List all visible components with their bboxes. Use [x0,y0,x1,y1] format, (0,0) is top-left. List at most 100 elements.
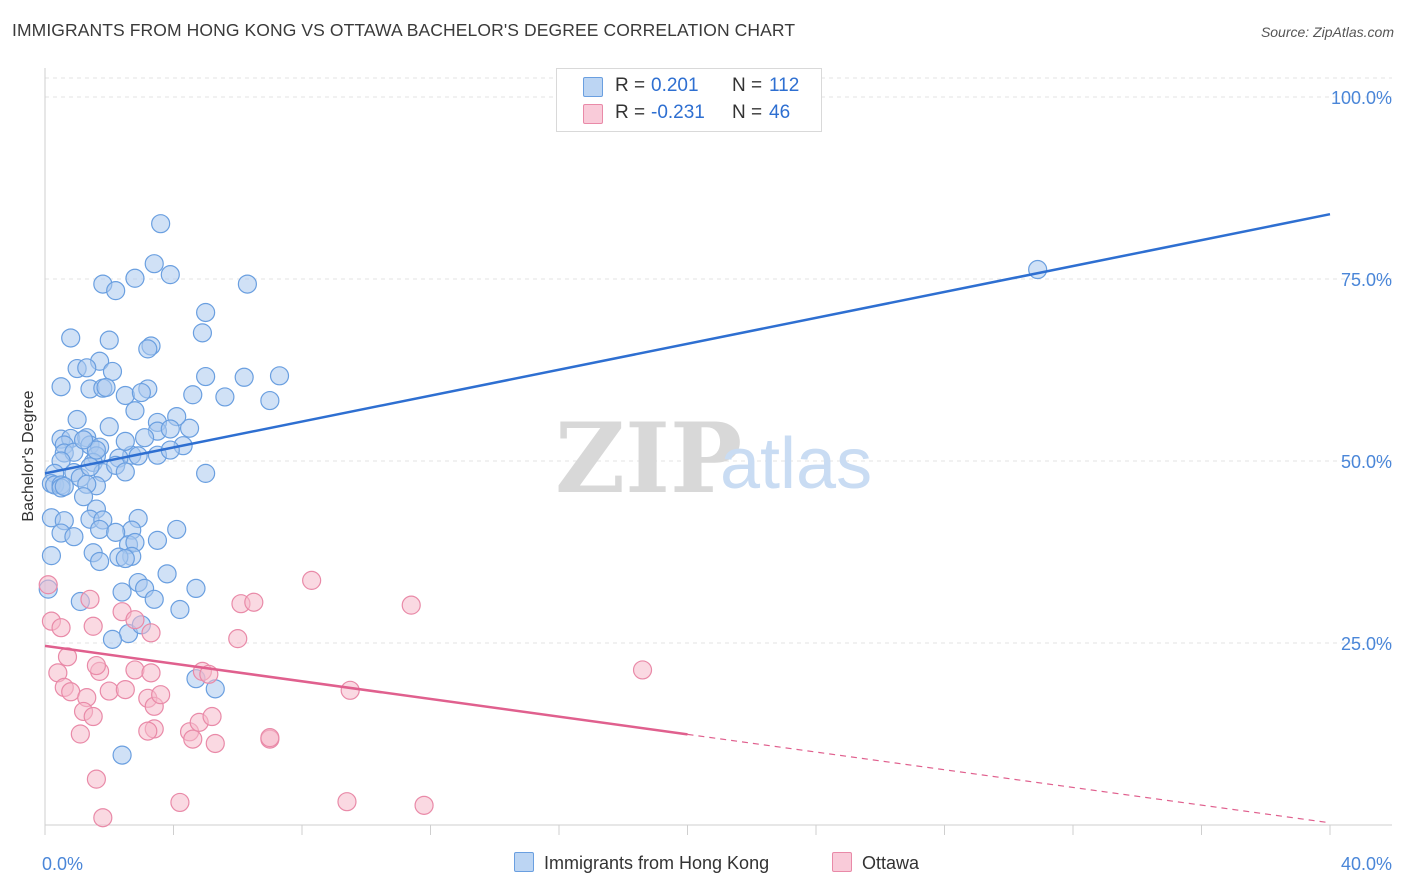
y-tick-label: 25.0% [1341,634,1392,654]
ottawa-point [141,623,161,643]
hong-kong-point [125,268,145,288]
ottawa-point [170,792,190,813]
legend-r-label: R = [615,75,646,96]
ottawa-point [80,589,100,609]
hong-kong-point [260,390,280,411]
stats-legend: R = 0.201 N = 112 R = -0.231 N = 46 [556,68,822,132]
hong-kong-point [102,361,123,382]
hong-kong-point [61,328,81,348]
ottawa-point [183,729,203,749]
ottawa-point [302,570,322,590]
legend-n-value: 112 [769,75,800,96]
bottom-legend-ottawa: Ottawa [832,852,919,874]
hong-kong-point [157,564,177,584]
ottawa-point [125,660,145,680]
hong-kong-point [167,519,187,540]
ottawa-point [260,728,280,748]
hong-kong-point [86,440,107,460]
hong-kong-point [73,487,94,507]
hong-kong-point [269,366,290,386]
trend-lines [44,212,1331,824]
ottawa-point [228,629,248,649]
hong-kong-point [112,745,132,765]
legend-n-label: N = [732,75,763,96]
hong-kong-point [106,522,126,542]
ottawa-point [51,618,71,638]
hong-kong-point [115,431,135,451]
ottawa-point [125,610,145,630]
ottawa-point [83,616,103,636]
grid-lines [45,77,1392,644]
ottawa-point [632,660,653,680]
series-hong-kong-points [38,214,1048,765]
hong-kong-point [90,519,110,540]
hong-kong-point [186,578,206,599]
hong-kong-point [90,551,110,572]
ottawa-point [340,680,360,700]
hong-kong-point [115,462,135,482]
source-label: Source: ZipAtlas.com [1260,24,1394,40]
ottawa-point [401,595,421,615]
hong-kong-trend-line [44,212,1331,475]
hong-kong-point [64,527,84,547]
ottawa-point [414,795,434,815]
hong-kong-point [112,582,132,602]
axes [44,68,1392,835]
y-tick-label: 75.0% [1341,270,1392,290]
ottawa-point [61,682,81,702]
ottawa-point [38,575,58,595]
legend-r-label: R = [615,102,646,123]
y-axis-label: Bachelor's Degree [20,390,37,521]
hong-kong-point [144,589,164,609]
x-tick-label-min: 0.0% [42,854,83,874]
hong-kong-point [237,274,257,294]
legend-swatch-pink [583,104,603,124]
chart-title: IMMIGRANTS FROM HONG KONG VS OTTAWA BACH… [12,20,796,40]
ottawa-point [337,792,357,812]
ottawa-point [202,706,222,727]
y-tick-label: 100.0% [1331,88,1392,108]
ottawa-trend-line [44,644,688,736]
x-tick-label-max: 40.0% [1341,854,1392,874]
hong-kong-point [41,546,62,566]
hong-kong-point [1028,259,1048,280]
hong-kong-point [115,548,135,569]
hong-kong-point [196,302,216,323]
hong-kong-point [138,339,158,359]
hong-kong-point [106,281,126,301]
hong-kong-point [170,599,190,620]
hong-kong-point [196,366,216,387]
legend-swatch-blue [583,77,603,97]
ottawa-point [115,679,135,700]
watermark-atlas: atlas [720,424,872,504]
hong-kong-point [73,430,94,450]
ottawa-point [86,655,107,676]
ottawa-point [244,592,264,612]
hong-kong-point [77,358,97,378]
bottom-swatch-pink [832,852,852,872]
hong-kong-point [183,385,203,405]
hong-kong-point [196,463,216,483]
hong-kong-point [179,418,200,438]
ottawa-trend-line-extension [687,733,1331,824]
hong-kong-point [147,530,168,550]
hong-kong-point [99,330,119,350]
legend-r-value: 0.201 [651,75,699,96]
ottawa-point [70,724,90,744]
watermark-zip: ZIP [555,402,742,515]
ottawa-point [151,685,171,705]
hong-kong-point [151,214,171,234]
bottom-legend-label-ottawa: Ottawa [862,853,920,873]
legend-r-value: -0.231 [651,102,705,123]
ottawa-point [138,721,158,741]
ottawa-point [83,706,103,727]
hong-kong-point [144,254,164,274]
hong-kong-point [102,629,123,649]
hong-kong-point [67,409,87,430]
hong-kong-point [160,419,180,439]
ottawa-point [99,681,119,701]
legend-n-value: 46 [769,102,791,123]
tick-labels: 25.0% 50.0% 75.0% 100.0% 0.0% 40.0% [42,88,1392,874]
bottom-legend-label-hong-kong: Immigrants from Hong Kong [544,853,770,873]
